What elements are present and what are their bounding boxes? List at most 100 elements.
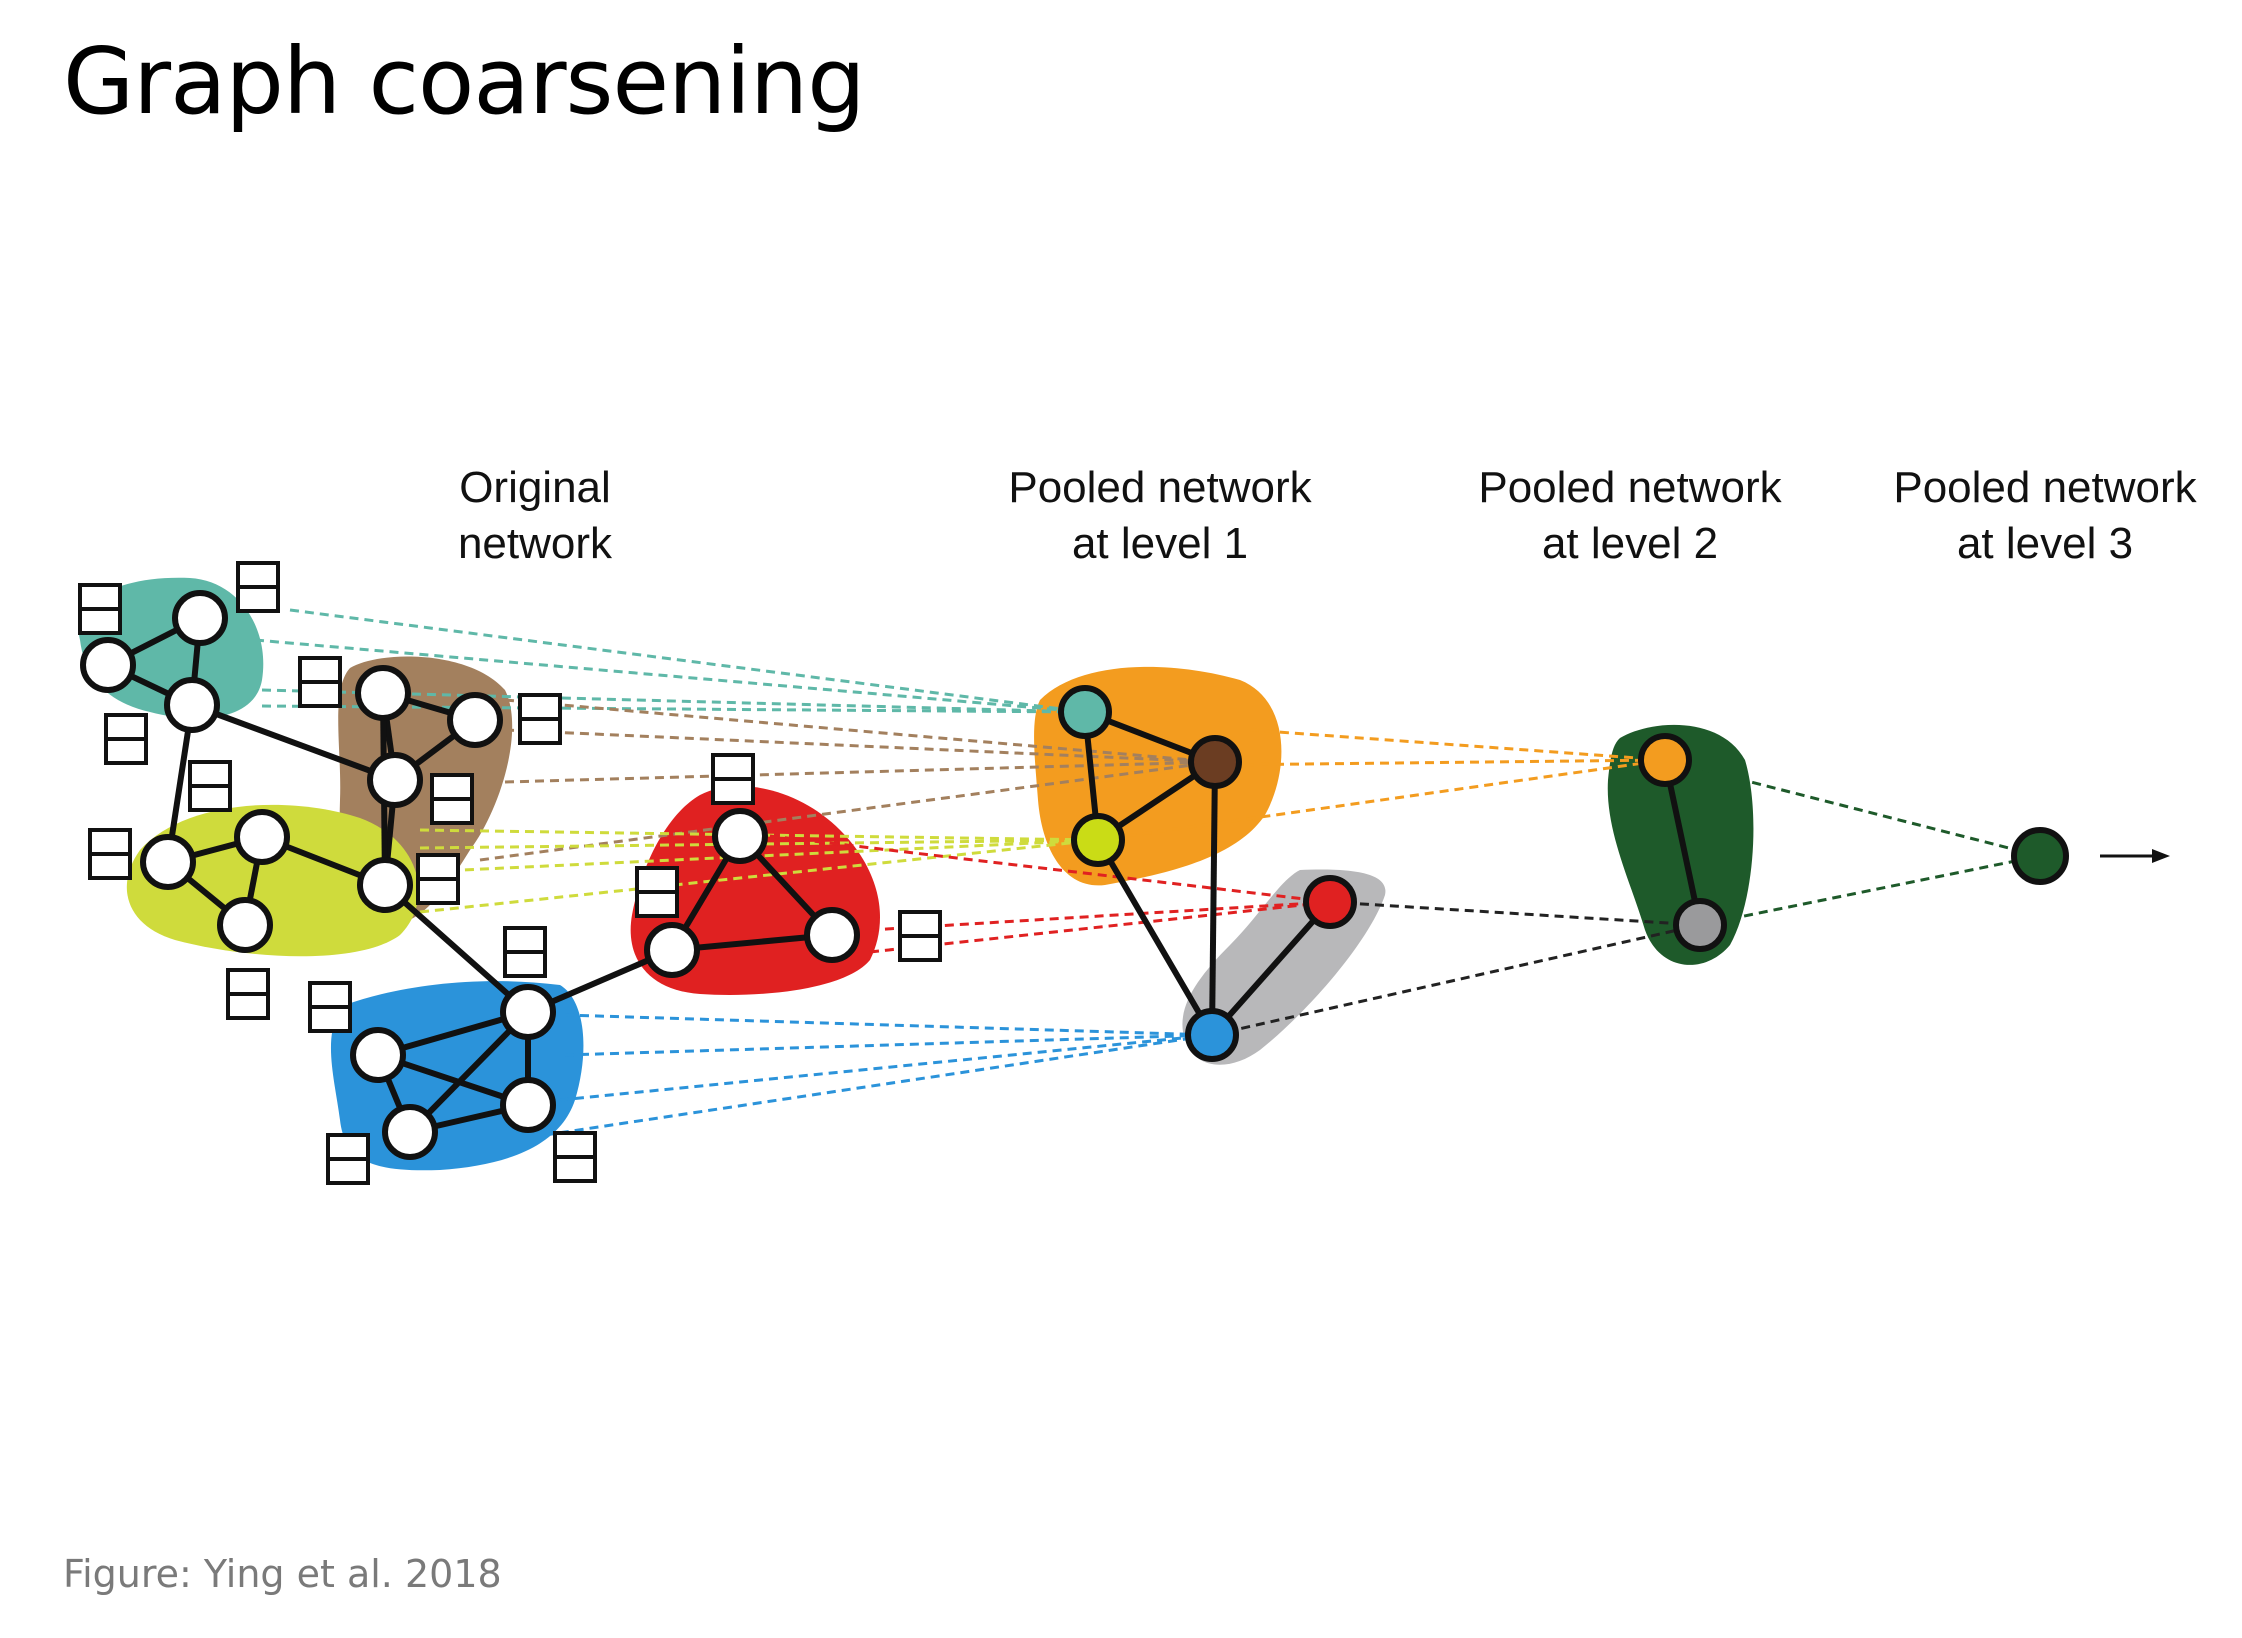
feature-cell (78, 607, 122, 635)
original-node (447, 692, 503, 748)
feature-cell (635, 890, 679, 918)
feature-cell (88, 828, 132, 856)
feature-cell (898, 934, 942, 962)
feature-cell (104, 713, 148, 741)
feature-cell (236, 561, 280, 589)
label-line: Pooled network (1478, 463, 1782, 512)
dashed-mapping-line (869, 900, 1331, 932)
dashed-mapping-line (419, 828, 1099, 842)
feature-cell (88, 852, 132, 880)
dashed-mapping-line (564, 1013, 1213, 1037)
feature-cell (503, 926, 547, 954)
label-line: at level 1 (1071, 519, 1249, 568)
feature-vector-box (503, 926, 547, 978)
original-node (500, 984, 556, 1040)
graph-edge (407, 1009, 531, 1135)
cluster-blob-yellow-green (126, 804, 419, 957)
graph-edge (1662, 759, 1703, 926)
dashed-mapping-line (289, 608, 1086, 714)
graph-edge (190, 702, 397, 783)
feature-cell (298, 680, 342, 708)
dashed-mapping-line (869, 900, 1331, 954)
dashed-mapping-line (419, 838, 1099, 874)
dashed-mapping-line (1097, 758, 1666, 842)
feature-cell (553, 1131, 597, 1159)
feature-vector-box (104, 713, 148, 765)
dashed-mapping-line (1214, 758, 1666, 767)
original-node (712, 808, 768, 864)
feature-cell (503, 950, 547, 978)
feature-vector-box (711, 753, 755, 805)
feature-vector-box (635, 866, 679, 918)
original-node (804, 907, 860, 963)
feature-cell (298, 656, 342, 684)
label-line: Original (459, 463, 611, 512)
feature-vector-box (188, 760, 232, 812)
feature-vector-box (78, 583, 122, 635)
feature-cell (416, 853, 460, 881)
dashed-mapping-line (419, 838, 1099, 914)
right-arrow-icon (2100, 849, 2170, 863)
feature-vector-box (518, 693, 562, 745)
feature-cell (226, 968, 270, 996)
original-node (164, 677, 220, 733)
label-original-network: Original network (440, 460, 630, 572)
dashed-mapping-line (769, 834, 1331, 904)
graph-edge (383, 882, 530, 1015)
label-pooled-level-2: Pooled network at level 2 (1455, 460, 1805, 572)
feature-cell (188, 760, 232, 788)
dashed-mapping-line (1249, 728, 1666, 762)
feature-cell (326, 1133, 370, 1161)
feature-cell (104, 737, 148, 765)
pooled-node (1071, 813, 1125, 867)
original-node (644, 922, 700, 978)
feature-cell (430, 773, 474, 801)
feature-cell (236, 585, 280, 613)
original-node (357, 857, 413, 913)
feature-cell (308, 1005, 352, 1033)
feature-vector-box (326, 1133, 370, 1185)
label-line: network (457, 519, 613, 568)
feature-cell (553, 1155, 597, 1183)
pooled-node (1188, 735, 1242, 789)
original-node (172, 590, 228, 646)
feature-cell (430, 797, 474, 825)
feature-cell (711, 753, 755, 781)
feature-vector-box (308, 981, 352, 1033)
dashed-mapping-line (504, 698, 1216, 764)
feature-vector-box (226, 968, 270, 1020)
label-line: Pooled network (1893, 463, 2197, 512)
feature-cell (188, 784, 232, 812)
label-line: at level 2 (1541, 519, 1719, 568)
pooled-node (1058, 685, 1112, 739)
original-node (355, 665, 411, 721)
label-pooled-level-1: Pooled network at level 1 (985, 460, 1335, 572)
dashed-mapping-line (544, 1033, 1213, 1137)
feature-vector-box (236, 561, 280, 613)
figure-caption: Figure: Ying et al. 2018 (63, 1552, 502, 1596)
feature-vector-box (298, 656, 342, 708)
feature-cell (635, 866, 679, 894)
original-node (350, 1027, 406, 1083)
feature-vector-box (88, 828, 132, 880)
feature-cell (518, 693, 562, 721)
original-node (217, 897, 273, 953)
feature-vector-box (430, 773, 474, 825)
slide-title: Graph coarsening (63, 28, 866, 135)
pooled-node (1673, 898, 1727, 952)
original-node (500, 1077, 556, 1133)
dashed-mapping-line (1329, 900, 1701, 927)
dashed-mapping-line (254, 638, 1086, 714)
graph-edge (1209, 761, 1218, 1036)
original-node (382, 1104, 438, 1160)
dashed-mapping-line (419, 838, 1099, 850)
label-line: Pooled network (1008, 463, 1312, 512)
original-node (140, 834, 196, 890)
label-pooled-level-3: Pooled network at level 3 (1870, 460, 2220, 572)
feature-vector-box (416, 853, 460, 905)
feature-cell (308, 981, 352, 1009)
feature-cell (78, 583, 122, 611)
feature-cell (416, 877, 460, 905)
pooled-node (1303, 875, 1357, 929)
